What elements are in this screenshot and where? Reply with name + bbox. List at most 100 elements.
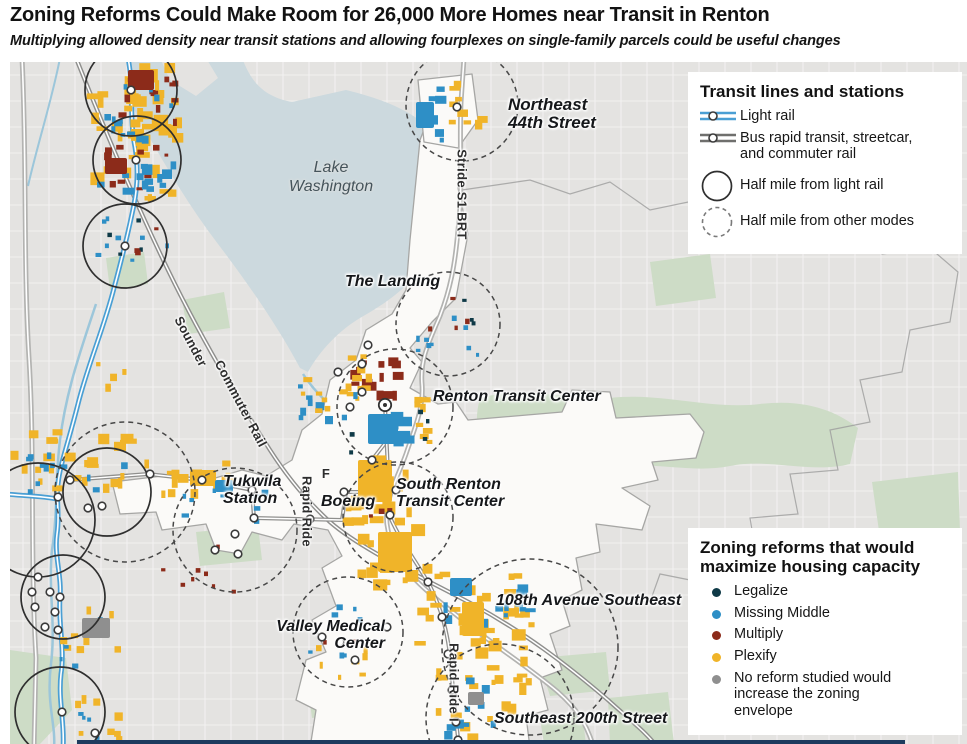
parcel [424, 337, 429, 342]
station-dot [350, 655, 360, 665]
parcel [421, 397, 431, 403]
parcel [59, 657, 63, 662]
parcel [340, 653, 347, 658]
parcel [46, 452, 52, 460]
parcel [155, 105, 161, 113]
parcel [154, 94, 160, 102]
parcel [177, 474, 189, 483]
parcel [453, 80, 462, 88]
half-mile-circle-other-modes [292, 576, 404, 688]
parcel [487, 716, 493, 722]
parcel [98, 433, 110, 445]
parcel [422, 563, 433, 574]
parcel [104, 243, 109, 249]
multiply-dot-icon [700, 627, 734, 641]
parcel [370, 562, 383, 570]
parcel [325, 416, 333, 425]
parcel [465, 677, 475, 685]
parcel [315, 402, 325, 411]
parcel [494, 675, 504, 684]
legalize-dot-icon [700, 584, 734, 598]
parcel [482, 592, 491, 602]
parcel [479, 637, 486, 644]
parcel [519, 607, 527, 612]
parcel [352, 375, 362, 382]
parcel [105, 216, 110, 222]
parcel [103, 483, 110, 493]
parcel [204, 571, 208, 577]
station-dot [443, 649, 453, 659]
lake-peninsula [161, 62, 218, 96]
parcel [75, 700, 81, 709]
parcel-blob [462, 602, 484, 636]
parcel [124, 105, 133, 112]
parcel [49, 438, 59, 444]
parcel [97, 91, 109, 98]
half-mile-circle-other-modes [54, 421, 196, 563]
parcel [394, 517, 405, 526]
parcel [164, 76, 170, 83]
bottom-accent-bar [77, 740, 905, 744]
parcel-blob [378, 532, 412, 572]
parcel [350, 369, 359, 380]
parcel [462, 298, 467, 302]
parcel [475, 647, 489, 659]
parcel [146, 186, 154, 192]
parcel [173, 118, 177, 126]
half-mile-circles-light-rail [10, 62, 182, 744]
station-dot [131, 155, 141, 165]
parcel [396, 416, 412, 427]
parcel [253, 506, 261, 511]
header: Zoning Reforms Could Make Room for 26,00… [10, 4, 960, 49]
parcel [357, 533, 370, 545]
parcel [362, 653, 368, 661]
water-areas [27, 62, 448, 744]
parcel [10, 450, 19, 460]
parcel [513, 677, 523, 683]
legend-item-missing-middle: Missing Middle [700, 605, 950, 622]
parcel [52, 429, 63, 436]
parcel [428, 326, 433, 332]
parcel [229, 478, 236, 483]
parcel [428, 96, 438, 102]
station-dot [40, 622, 50, 632]
parcel [324, 405, 331, 412]
parcel [118, 112, 127, 118]
parcel [161, 490, 166, 498]
parcel [105, 383, 111, 392]
station-dot [55, 592, 65, 602]
parcel [434, 129, 444, 137]
parcel [520, 656, 528, 667]
parcel [382, 501, 394, 512]
parcel [339, 389, 348, 395]
page-title: Zoning Reforms Could Make Room for 26,00… [10, 4, 770, 26]
parcel [122, 173, 130, 178]
parcel [436, 86, 445, 92]
parcel [525, 608, 536, 613]
parcel [107, 232, 112, 238]
legend-label: Bus rapid transit, streetcar, and commut… [740, 129, 913, 163]
parcel [141, 180, 149, 190]
parcel [513, 573, 523, 579]
parcel [136, 218, 141, 223]
parcel [135, 250, 141, 256]
station-dot [53, 492, 63, 502]
parcel [508, 573, 515, 580]
parcel [114, 730, 121, 737]
parcel [469, 318, 474, 322]
parcel [118, 252, 123, 256]
parcel [430, 602, 442, 608]
parcel [336, 604, 343, 611]
parcel [439, 571, 451, 578]
parcel [357, 569, 367, 579]
parcel [361, 385, 371, 391]
parcel [35, 481, 40, 487]
parcel [109, 181, 116, 188]
legend-label: Missing Middle [734, 604, 830, 621]
parcel [141, 123, 156, 130]
parcel [86, 606, 92, 615]
parcel [162, 169, 172, 179]
parcel [164, 63, 176, 74]
parcel-blob [450, 578, 472, 596]
parcel [515, 601, 523, 607]
